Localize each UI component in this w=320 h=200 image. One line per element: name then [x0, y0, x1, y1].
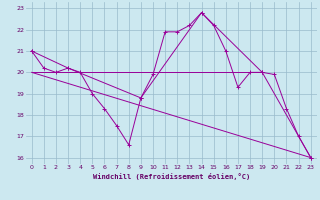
X-axis label: Windchill (Refroidissement éolien,°C): Windchill (Refroidissement éolien,°C) [92, 173, 250, 180]
